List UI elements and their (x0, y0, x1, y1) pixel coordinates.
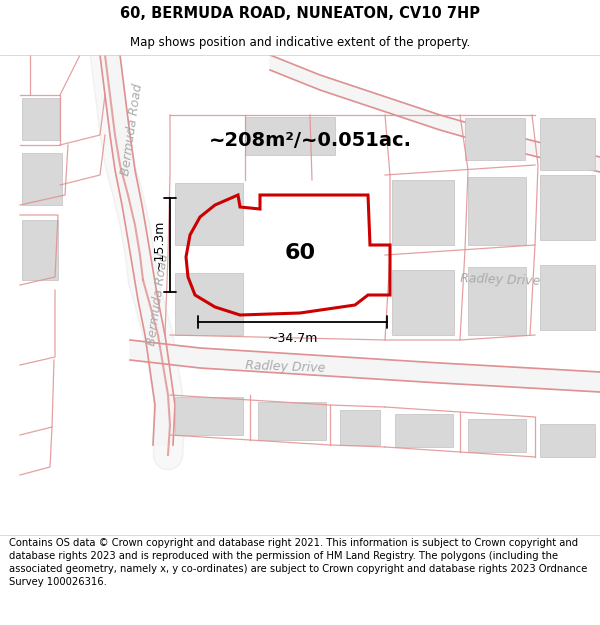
Text: Radley Drive: Radley Drive (245, 359, 325, 375)
Text: Bermuda Road: Bermuda Road (119, 83, 145, 177)
Bar (540, 118, 595, 170)
Bar (340, 410, 380, 445)
Bar (22, 98, 60, 140)
Bar (468, 177, 526, 245)
Bar (392, 270, 454, 335)
Bar (468, 419, 526, 452)
Bar (175, 397, 243, 435)
Text: 60: 60 (284, 243, 316, 263)
Bar (245, 117, 335, 155)
Bar (22, 153, 62, 205)
Bar (175, 183, 243, 245)
Text: ~15.3m: ~15.3m (153, 220, 166, 270)
Bar (465, 118, 525, 160)
Bar (540, 424, 595, 457)
Text: ~34.7m: ~34.7m (268, 332, 317, 345)
Bar (175, 273, 243, 335)
Text: 60, BERMUDA ROAD, NUNEATON, CV10 7HP: 60, BERMUDA ROAD, NUNEATON, CV10 7HP (120, 6, 480, 21)
Text: Map shows position and indicative extent of the property.: Map shows position and indicative extent… (130, 36, 470, 49)
Bar (22, 220, 58, 280)
Text: Radley Drive: Radley Drive (460, 272, 540, 288)
Text: Contains OS data © Crown copyright and database right 2021. This information is : Contains OS data © Crown copyright and d… (9, 538, 587, 588)
Bar (540, 265, 595, 330)
Polygon shape (100, 55, 175, 445)
Polygon shape (130, 340, 600, 392)
Bar (540, 175, 595, 240)
Bar (258, 402, 326, 440)
Text: Bermuda Road: Bermuda Road (145, 253, 171, 347)
Text: ~208m²/~0.051ac.: ~208m²/~0.051ac. (209, 131, 412, 149)
Bar (392, 180, 454, 245)
Polygon shape (270, 55, 600, 172)
Bar (395, 414, 453, 447)
Bar (468, 267, 526, 335)
